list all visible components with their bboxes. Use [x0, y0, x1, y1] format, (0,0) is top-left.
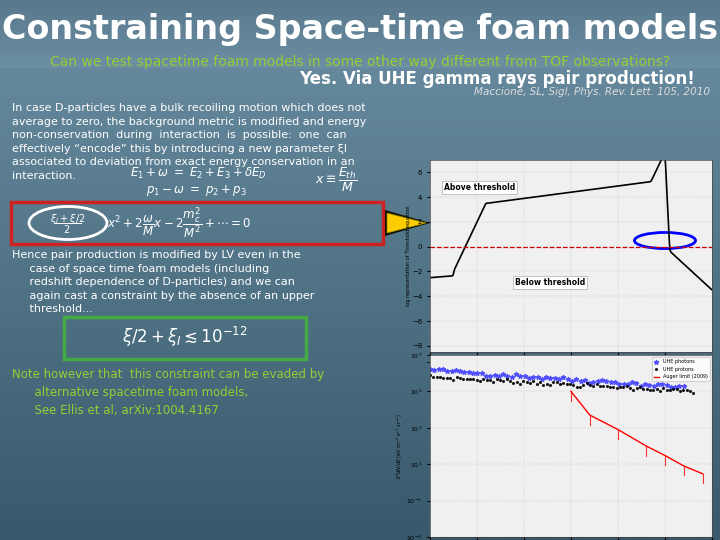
Line: UHE protons: UHE protons	[428, 374, 695, 395]
UHE protons	[595, 382, 604, 389]
Auger limit (2009)	[567, 388, 575, 395]
Auger limit (2009)	[613, 426, 622, 433]
Auger limit (2009)	[680, 463, 688, 469]
Auger limit (2009)	[698, 470, 707, 477]
Polygon shape	[385, 210, 430, 236]
Text: Maccione, SL, Sigl, Phys. Rev. Lett. 105, 2010: Maccione, SL, Sigl, Phys. Rev. Lett. 105…	[474, 87, 710, 97]
UHE protons	[585, 382, 594, 388]
Auger limit (2009)	[661, 453, 670, 459]
Y-axis label: $E^3dN/dE$ (eV m$^{-2}$ s$^{-1}$ sr$^{-1}$): $E^3dN/dE$ (eV m$^{-2}$ s$^{-1}$ sr$^{-1…	[395, 413, 405, 479]
UHE protons	[606, 383, 614, 390]
Text: $\overline{\quad 2 \quad}$: $\overline{\quad 2 \quad}$	[55, 221, 81, 237]
Text: Above threshold: Above threshold	[444, 183, 516, 192]
X-axis label: $\log_{10}(E_{th}/E_{th}^0)$: $\log_{10}(E_{th}/E_{th}^0)$	[548, 367, 595, 381]
UHE photons	[495, 372, 503, 379]
UHE photons	[438, 366, 447, 372]
Polygon shape	[387, 213, 426, 233]
Text: In case D-particles have a bulk recoiling motion which does not
average to zero,: In case D-particles have a bulk recoilin…	[12, 103, 366, 181]
UHE photons	[512, 370, 521, 377]
UHE protons	[582, 380, 591, 387]
Line: UHE photons: UHE photons	[428, 366, 686, 389]
Text: $\xi_I + \xi/2$: $\xi_I + \xi/2$	[50, 212, 86, 226]
UHE photons	[667, 384, 675, 390]
Text: Below threshold: Below threshold	[515, 278, 585, 287]
UHE protons	[659, 385, 667, 392]
UHE photons	[589, 379, 598, 386]
Text: $x^2 + 2\dfrac{\omega}{M}x - 2\dfrac{m_c^2}{M^2} + \cdots = 0$: $x^2 + 2\dfrac{\omega}{M}x - 2\dfrac{m_c…	[107, 206, 251, 240]
Text: Note however that  this constraint can be evaded by
      alternative spacetime : Note however that this constraint can be…	[12, 368, 324, 417]
Text: $p_1 - \omega \ = \ p_2 + p_3$: $p_1 - \omega \ = \ p_2 + p_3$	[146, 184, 247, 199]
UHE photons	[503, 373, 512, 379]
UHE photons	[473, 370, 482, 376]
Text: $x \equiv \dfrac{E_{th}}{M}$: $x \equiv \dfrac{E_{th}}{M}$	[315, 166, 357, 194]
UHE protons	[426, 372, 434, 379]
Text: Constraining Space-time foam models: Constraining Space-time foam models	[2, 12, 718, 45]
Auger limit (2009)	[642, 443, 651, 449]
Text: Can we test spacetime foam models in some other way different from TOF observati: Can we test spacetime foam models in som…	[50, 55, 670, 69]
Text: Yes. Via UHE gamma rays pair production!: Yes. Via UHE gamma rays pair production!	[299, 70, 695, 88]
Y-axis label: log representation of Threshold equation: log representation of Threshold equation	[405, 206, 410, 306]
UHE protons	[689, 390, 698, 396]
UHE photons	[426, 366, 434, 372]
UHE photons	[680, 382, 688, 389]
Text: Hence pair production is modified by LV even in the
     case of space time foam: Hence pair production is modified by LV …	[12, 250, 315, 314]
Line: Auger limit (2009): Auger limit (2009)	[571, 392, 703, 474]
Auger limit (2009)	[585, 412, 594, 418]
Text: $E_1 + \omega \ = \ E_2 + E_3 + \delta E_D$: $E_1 + \omega \ = \ E_2 + E_3 + \delta E…	[130, 165, 266, 180]
Text: $\xi/2 + \xi_I \lesssim 10^{-12}$: $\xi/2 + \xi_I \lesssim 10^{-12}$	[122, 325, 248, 349]
UHE photons	[516, 373, 525, 379]
Legend: UHE photons, UHE protons, Auger limit (2009): UHE photons, UHE protons, Auger limit (2…	[652, 357, 710, 381]
UHE protons	[542, 381, 551, 387]
